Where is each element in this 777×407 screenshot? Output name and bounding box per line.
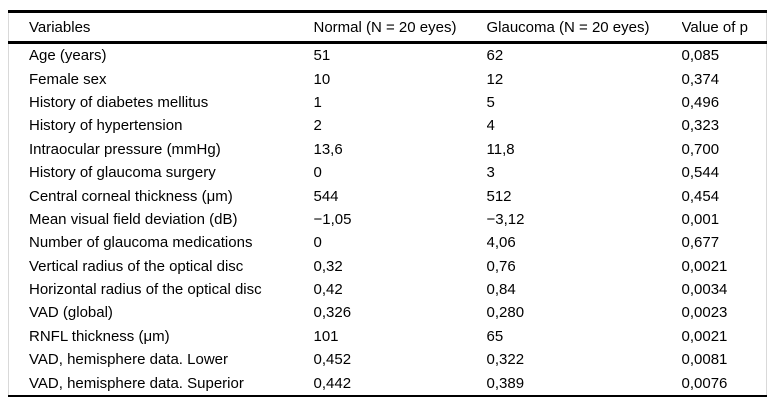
cell-normal: 0,32 [313, 257, 343, 275]
cell-normal: 13,6 [313, 140, 343, 158]
cell-variable: Horizontal radius of the optical disc [29, 281, 262, 299]
cell-p-value: 0,0034 [681, 281, 728, 299]
cell-p-value: 0,496 [681, 93, 720, 111]
cell-variable: Age (years) [29, 47, 107, 65]
table-row: Horizontal radius of the optical disc 0,4… [9, 278, 767, 301]
cell-p-value: 0,544 [681, 164, 720, 182]
table-row: Mean visual field deviation (dB) −1,05 −3,… [9, 208, 767, 231]
header-p-value: Value of p [681, 11, 767, 44]
cell-p-value: 0,085 [681, 47, 720, 65]
cell-normal: 0,452 [313, 351, 352, 369]
normal-vs-glaucoma-table: Variables Normal (N = 20 eyes) Glaucoma … [8, 10, 767, 397]
cell-p-value: 0,454 [681, 187, 720, 205]
cell-p-value: 0,0021 [681, 257, 728, 275]
cell-normal: 0,42 [313, 281, 343, 299]
cell-variable: History of diabetes mellitus [29, 93, 209, 111]
cell-normal: 0 [313, 234, 322, 252]
table-row: VAD (global) 0,326 0,280 0,0023 [9, 301, 767, 324]
cell-normal: 51 [313, 47, 331, 65]
table-row: Female sex 10 12 0,374 [9, 67, 767, 90]
cell-variable: History of hypertension [29, 117, 183, 135]
cell-normal: 101 [313, 327, 339, 345]
cell-p-value: 0,0021 [681, 327, 728, 345]
cell-glaucoma: −3,12 [486, 210, 525, 228]
cell-normal: 1 [313, 93, 322, 111]
cell-variable: Female sex [29, 70, 107, 88]
cell-p-value: 0,374 [681, 70, 720, 88]
cell-glaucoma: 62 [486, 47, 504, 65]
table-row: Age (years) 51 62 0,085 [9, 43, 767, 68]
cell-normal: 544 [313, 187, 339, 205]
cell-p-value: 0,0023 [681, 304, 728, 322]
table-row: RNFL thickness (μm) 101 65 0,0021 [9, 325, 767, 348]
cell-glaucoma: 5 [486, 93, 495, 111]
cell-variable: VAD, hemisphere data. Superior [29, 374, 244, 392]
cell-glaucoma: 0,76 [486, 257, 516, 275]
cell-glaucoma: 11,8 [486, 140, 515, 158]
cell-glaucoma: 65 [486, 327, 504, 345]
table-body: Age (years) 51 62 0,085 Female sex 10 12 0,374 H… [9, 43, 767, 396]
cell-p-value: 0,700 [681, 140, 720, 158]
cell-normal: −1,05 [313, 210, 352, 228]
cell-variable: Vertical radius of the optical disc [29, 257, 244, 275]
cell-p-value: 0,0076 [681, 374, 728, 392]
cell-variable: Central corneal thickness (μm) [29, 187, 233, 205]
cell-variable: Intraocular pressure (mmHg) [29, 140, 221, 158]
cell-glaucoma: 0,322 [486, 351, 525, 369]
table-row: VAD, hemisphere data. Superior 0,442 0,389… [9, 371, 767, 395]
cell-glaucoma: 4,06 [486, 234, 516, 252]
table-row: History of hypertension 2 4 0,323 [9, 114, 767, 137]
cell-glaucoma: 0,84 [486, 281, 516, 299]
cell-variable: RNFL thickness (μm) [29, 327, 170, 345]
cell-p-value: 0,677 [681, 234, 720, 252]
table-row: History of diabetes mellitus 1 5 0,496 [9, 91, 767, 114]
cell-glaucoma: 0,389 [486, 374, 525, 392]
cell-glaucoma: 3 [486, 164, 495, 182]
cell-normal: 0 [313, 164, 322, 182]
header-glaucoma: Glaucoma (N = 20 eyes) [486, 11, 682, 44]
cell-variable: History of glaucoma surgery [29, 164, 216, 182]
table-row: Number of glaucoma medications 0 4,06 0,677 [9, 231, 767, 254]
header-row: Variables Normal (N = 20 eyes) Glaucoma … [8, 11, 767, 44]
cell-glaucoma: 512 [486, 187, 512, 205]
cell-glaucoma: 4 [486, 117, 495, 135]
cell-variable: Mean visual field deviation (dB) [29, 210, 238, 228]
table-header: Variables Normal (N = 20 eyes) Glaucoma … [8, 11, 767, 44]
cell-p-value: 0,0081 [681, 351, 728, 369]
cell-glaucoma: 0,280 [486, 304, 525, 322]
cell-normal: 10 [313, 70, 331, 88]
cell-normal: 2 [313, 117, 322, 135]
table-row: Central corneal thickness (μm) 544 512 0,45… [9, 184, 767, 207]
header-normal: Normal (N = 20 eyes) [313, 11, 487, 44]
header-variables: Variables [8, 11, 314, 44]
cell-variable: Number of glaucoma medications [29, 234, 253, 252]
cell-glaucoma: 12 [486, 70, 504, 88]
cell-variable: VAD (global) [29, 304, 113, 322]
cell-p-value: 0,001 [681, 210, 720, 228]
table-row: VAD, hemisphere data. Lower 0,452 0,322 0,0… [9, 348, 767, 371]
table-row: Vertical radius of the optical disc 0,32 0… [9, 255, 767, 278]
cell-normal: 0,442 [313, 374, 352, 392]
cell-variable: VAD, hemisphere data. Lower [29, 351, 228, 369]
cell-normal: 0,326 [313, 304, 352, 322]
cell-p-value: 0,323 [681, 117, 720, 135]
table-row: Intraocular pressure (mmHg) 13,6 11,8 0,700 [9, 138, 767, 161]
table-row: History of glaucoma surgery 0 3 0,544 [9, 161, 767, 184]
comparison-table-container: Variables Normal (N = 20 eyes) Glaucoma … [8, 10, 767, 397]
